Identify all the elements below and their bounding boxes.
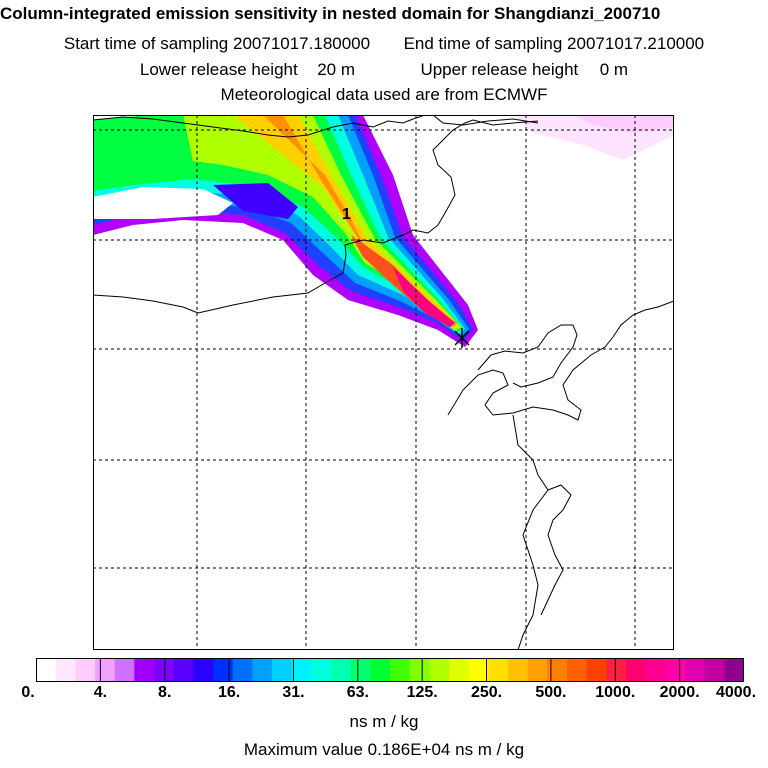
colorbar-tick-label: 125. xyxy=(406,684,438,701)
maximum-value-units: ns m / kg xyxy=(455,740,525,759)
maximum-value-label: Maximum value xyxy=(243,740,363,759)
colorbar-swatch xyxy=(724,658,744,682)
colorbar-swatch xyxy=(626,658,647,682)
colorbar-tick-label: 1000. xyxy=(595,684,636,701)
start-time-label: Start time of sampling xyxy=(63,34,229,53)
colorbar-swatch xyxy=(390,658,411,682)
colorbar-swatch xyxy=(291,658,312,682)
emission-plume xyxy=(93,115,478,347)
colorbar-swatch xyxy=(55,658,76,682)
station-cross-icon xyxy=(454,328,470,348)
colorbar-swatch xyxy=(36,658,57,682)
start-time-value: 20071017.180000 xyxy=(233,34,371,53)
colorbar-swatch xyxy=(645,658,666,682)
trajectory-label: 1 xyxy=(342,206,351,223)
upper-release-label: Upper release height xyxy=(420,60,579,79)
colorbar-swatch xyxy=(311,658,332,682)
map-title: Column-integrated emission sensitivity i… xyxy=(0,4,661,23)
colorbar-swatch xyxy=(586,658,607,682)
colorbar-tick-label: 500. xyxy=(535,684,567,701)
emission-sensitivity-map: 1 xyxy=(93,115,674,650)
colorbar-tick-label: 250. xyxy=(470,684,503,701)
colorbar-swatch xyxy=(468,658,489,682)
lat-lon-grid xyxy=(93,115,674,650)
colorbar-swatch xyxy=(252,658,273,682)
colorbar-tick-label: 31. xyxy=(282,684,305,701)
maximum-value-line: Maximum value 0.186E+04 ns m / kg xyxy=(0,740,768,760)
colorbar-swatch xyxy=(272,658,293,682)
colorbar-swatch xyxy=(193,658,214,682)
plume-northeast-inner xyxy=(573,115,674,133)
lower-release-label: Lower release height xyxy=(139,60,298,79)
colorbar-swatch xyxy=(665,658,686,682)
colorbar-swatch xyxy=(154,658,175,682)
colorbar xyxy=(36,658,744,682)
colorbar-swatch xyxy=(409,658,430,682)
colorbar-swatch xyxy=(547,658,568,682)
map-frame xyxy=(93,115,674,650)
colorbar-swatch xyxy=(704,658,725,682)
colorbar-frame xyxy=(36,658,744,682)
colorbar-swatch xyxy=(331,658,352,682)
colorbar-swatch xyxy=(134,658,155,682)
colorbar-tick-label: 8. xyxy=(158,684,172,701)
colorbar-swatch xyxy=(370,658,391,682)
colorbar-swatch xyxy=(95,658,116,682)
met-data-line: Meteorological data used are from ECMWF xyxy=(220,85,548,104)
colorbar-tick-label: 4000. xyxy=(715,684,757,701)
colorbar-tick-label: 0. xyxy=(21,684,35,701)
colorbar-swatch xyxy=(429,658,450,682)
colorbar-swatch xyxy=(606,658,627,682)
colorbar-swatch xyxy=(213,658,234,682)
colorbar-swatch xyxy=(75,658,96,682)
end-time-value: 20071017.210000 xyxy=(567,34,705,53)
colorbar-swatch xyxy=(527,658,548,682)
end-time-label: End time of sampling xyxy=(403,34,563,53)
release-heights-line: Lower release height 20 m Upper release … xyxy=(0,60,768,80)
sampling-times-line: Start time of sampling 20071017.180000 E… xyxy=(0,34,768,54)
colorbar-units: ns m / kg xyxy=(349,712,419,731)
colorbar-tick-label: 2000. xyxy=(659,684,700,701)
maximum-value: 0.186E+04 xyxy=(367,740,451,759)
colorbar-tick-label: 4. xyxy=(93,684,108,701)
colorbar-swatch xyxy=(173,658,194,682)
colorbar-swatch xyxy=(350,658,371,682)
coastlines xyxy=(93,115,674,650)
colorbar-swatch xyxy=(508,658,529,682)
colorbar-tick-label: 63. xyxy=(346,684,369,701)
colorbar-swatch xyxy=(685,658,706,682)
colorbar-swatch xyxy=(232,658,253,682)
colorbar-swatch xyxy=(488,658,509,682)
lower-release-value: 20 m xyxy=(317,60,355,79)
colorbar-swatch xyxy=(114,658,135,682)
colorbar-tick-label: 16. xyxy=(217,684,241,701)
colorbar-swatch xyxy=(449,658,470,682)
upper-release-value: 0 m xyxy=(599,60,629,79)
colorbar-swatch xyxy=(567,658,588,682)
